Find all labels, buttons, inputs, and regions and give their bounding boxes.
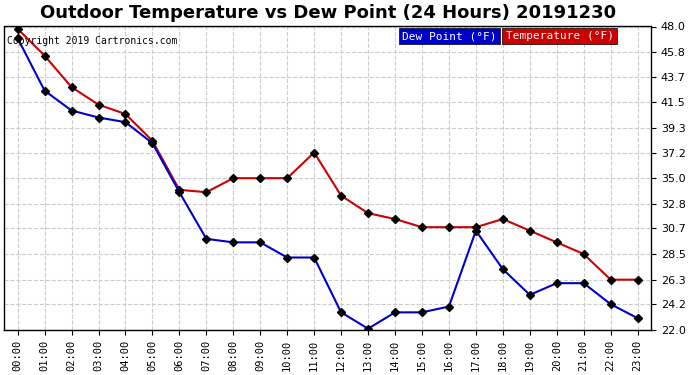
- Title: Outdoor Temperature vs Dew Point (24 Hours) 20191230: Outdoor Temperature vs Dew Point (24 Hou…: [39, 4, 615, 22]
- Text: Copyright 2019 Cartronics.com: Copyright 2019 Cartronics.com: [8, 36, 178, 46]
- Text: Dew Point (°F): Dew Point (°F): [402, 31, 497, 41]
- Text: Temperature (°F): Temperature (°F): [506, 31, 613, 41]
